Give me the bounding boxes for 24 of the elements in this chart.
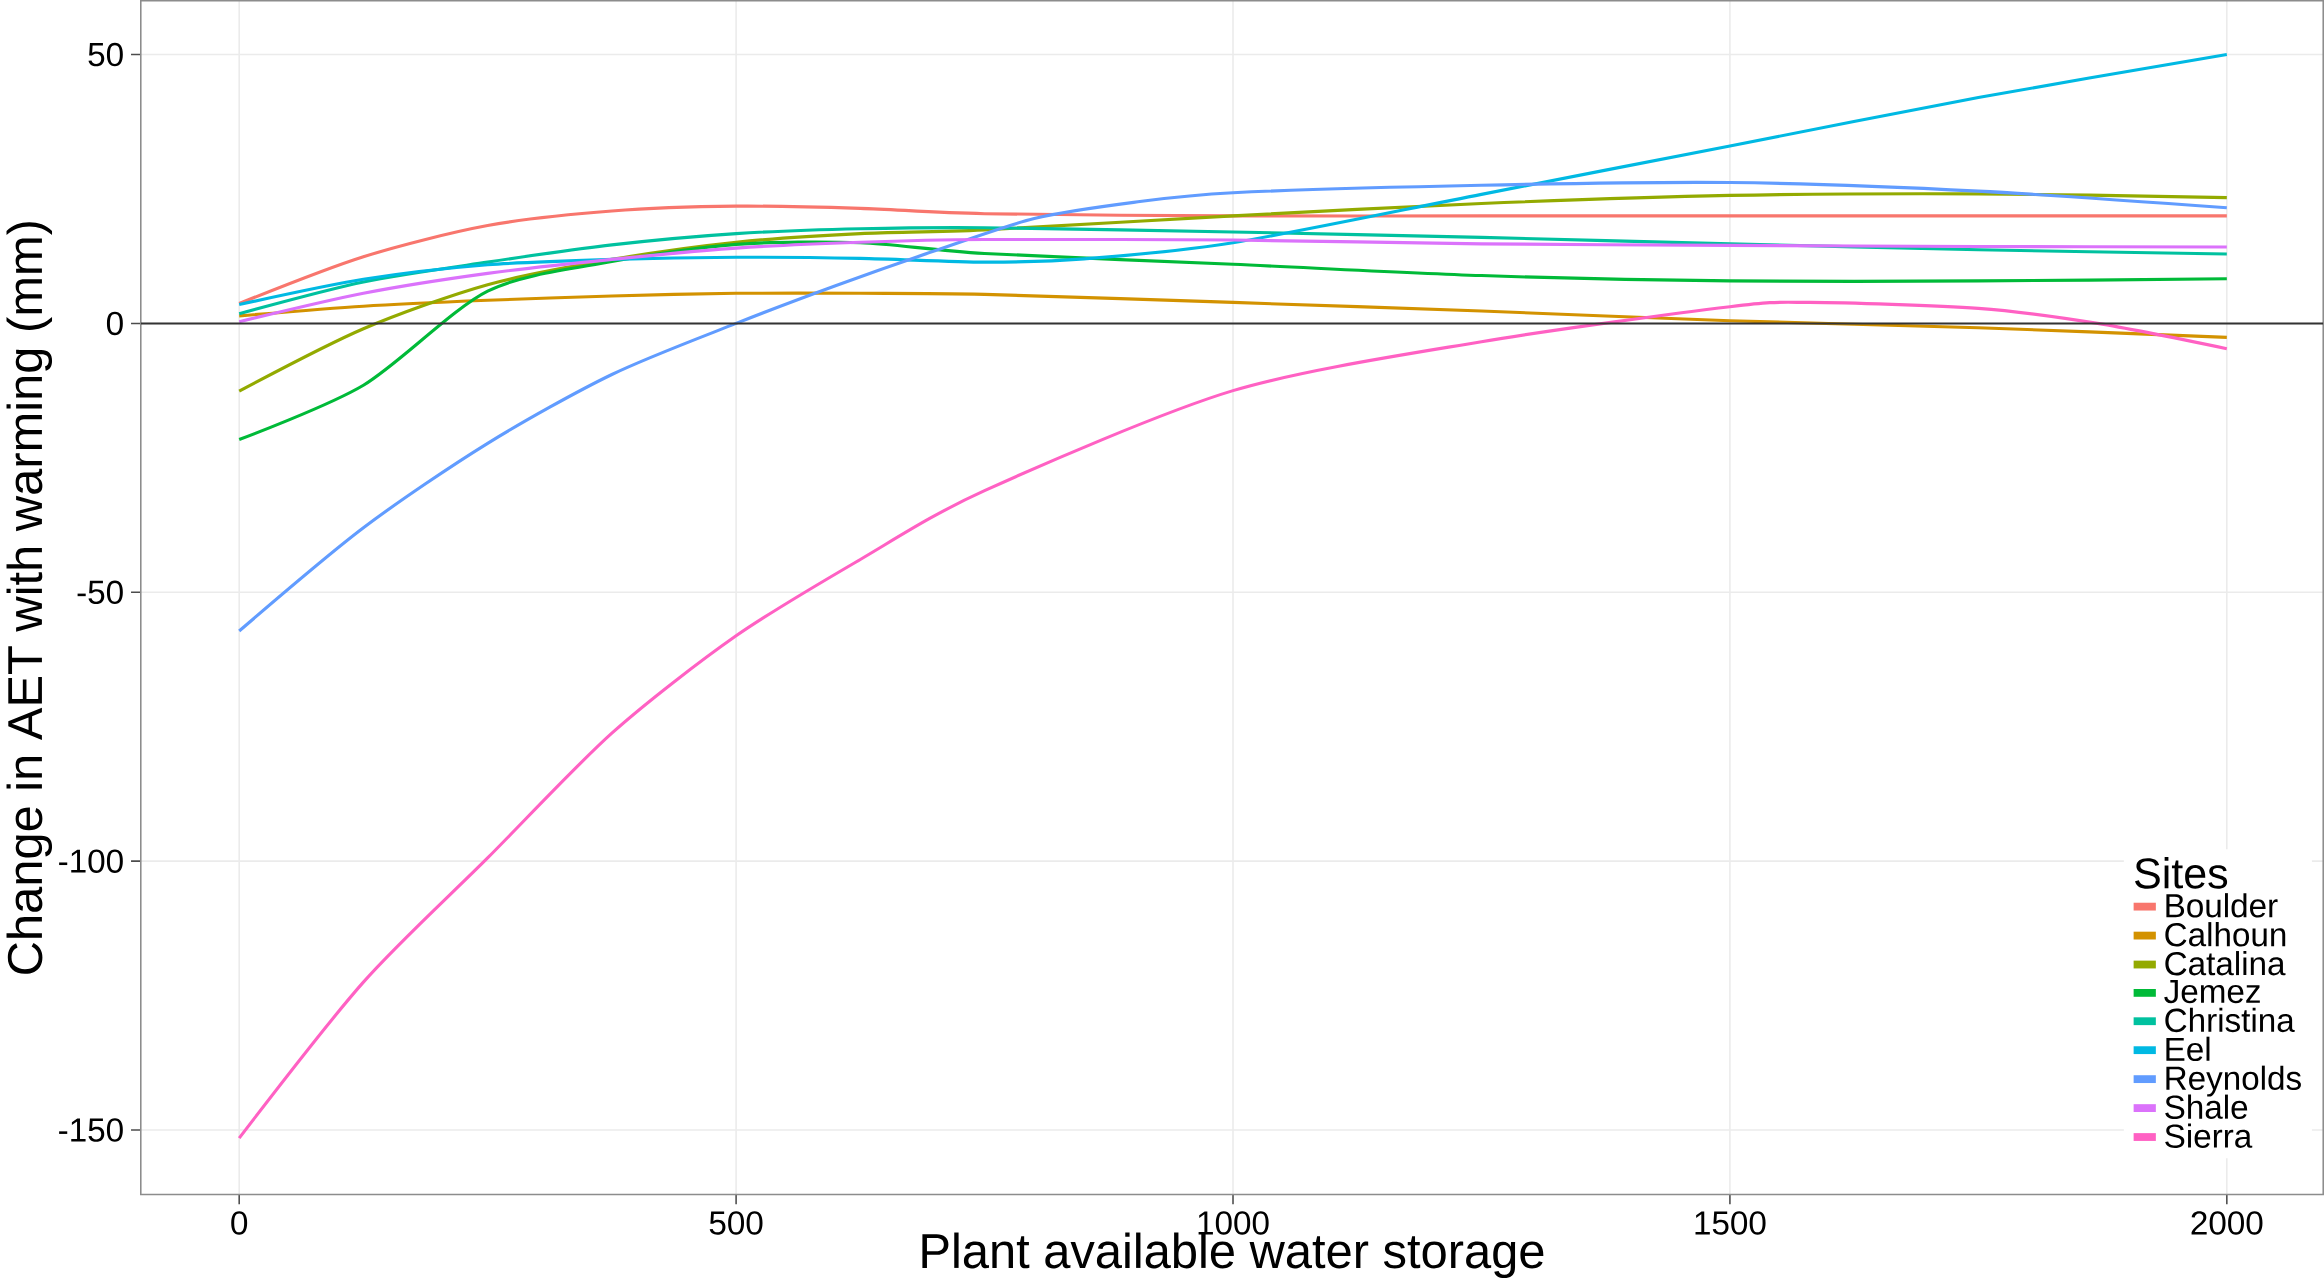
legend-label: Catalina <box>2165 951 2286 976</box>
y-tick-label: -100 <box>59 849 123 874</box>
y-axis-title: Change in AET with warming (mm) <box>6 222 53 975</box>
legend-label: Calhoun <box>2165 922 2286 947</box>
legend-label: Christina <box>2165 1007 2295 1033</box>
legend-label: Boulder <box>2166 893 2278 918</box>
line-series <box>237 53 2229 307</box>
y-tick-label: -150 <box>59 1118 123 1143</box>
line-series <box>237 240 2229 442</box>
legend-title: Sites <box>2135 857 2228 889</box>
x-tick-label: 0 <box>231 1211 248 1235</box>
x-tick-label: 1500 <box>1695 1211 1766 1235</box>
x-tick-label: 500 <box>709 1211 763 1235</box>
legend-label: Eel <box>2166 1036 2210 1062</box>
x-tick-label: 2000 <box>2191 1211 2263 1235</box>
y-tick-label: -50 <box>77 580 123 605</box>
y-tick-label: 50 <box>88 42 123 67</box>
line-series <box>237 180 2229 633</box>
line-series <box>237 291 2229 340</box>
y-tick-label: 0 <box>106 311 123 336</box>
line-series <box>237 238 2229 324</box>
line-series <box>237 204 2229 306</box>
legend-label: Sierra <box>2165 1123 2253 1149</box>
legend-label: Jemez <box>2164 980 2260 1004</box>
